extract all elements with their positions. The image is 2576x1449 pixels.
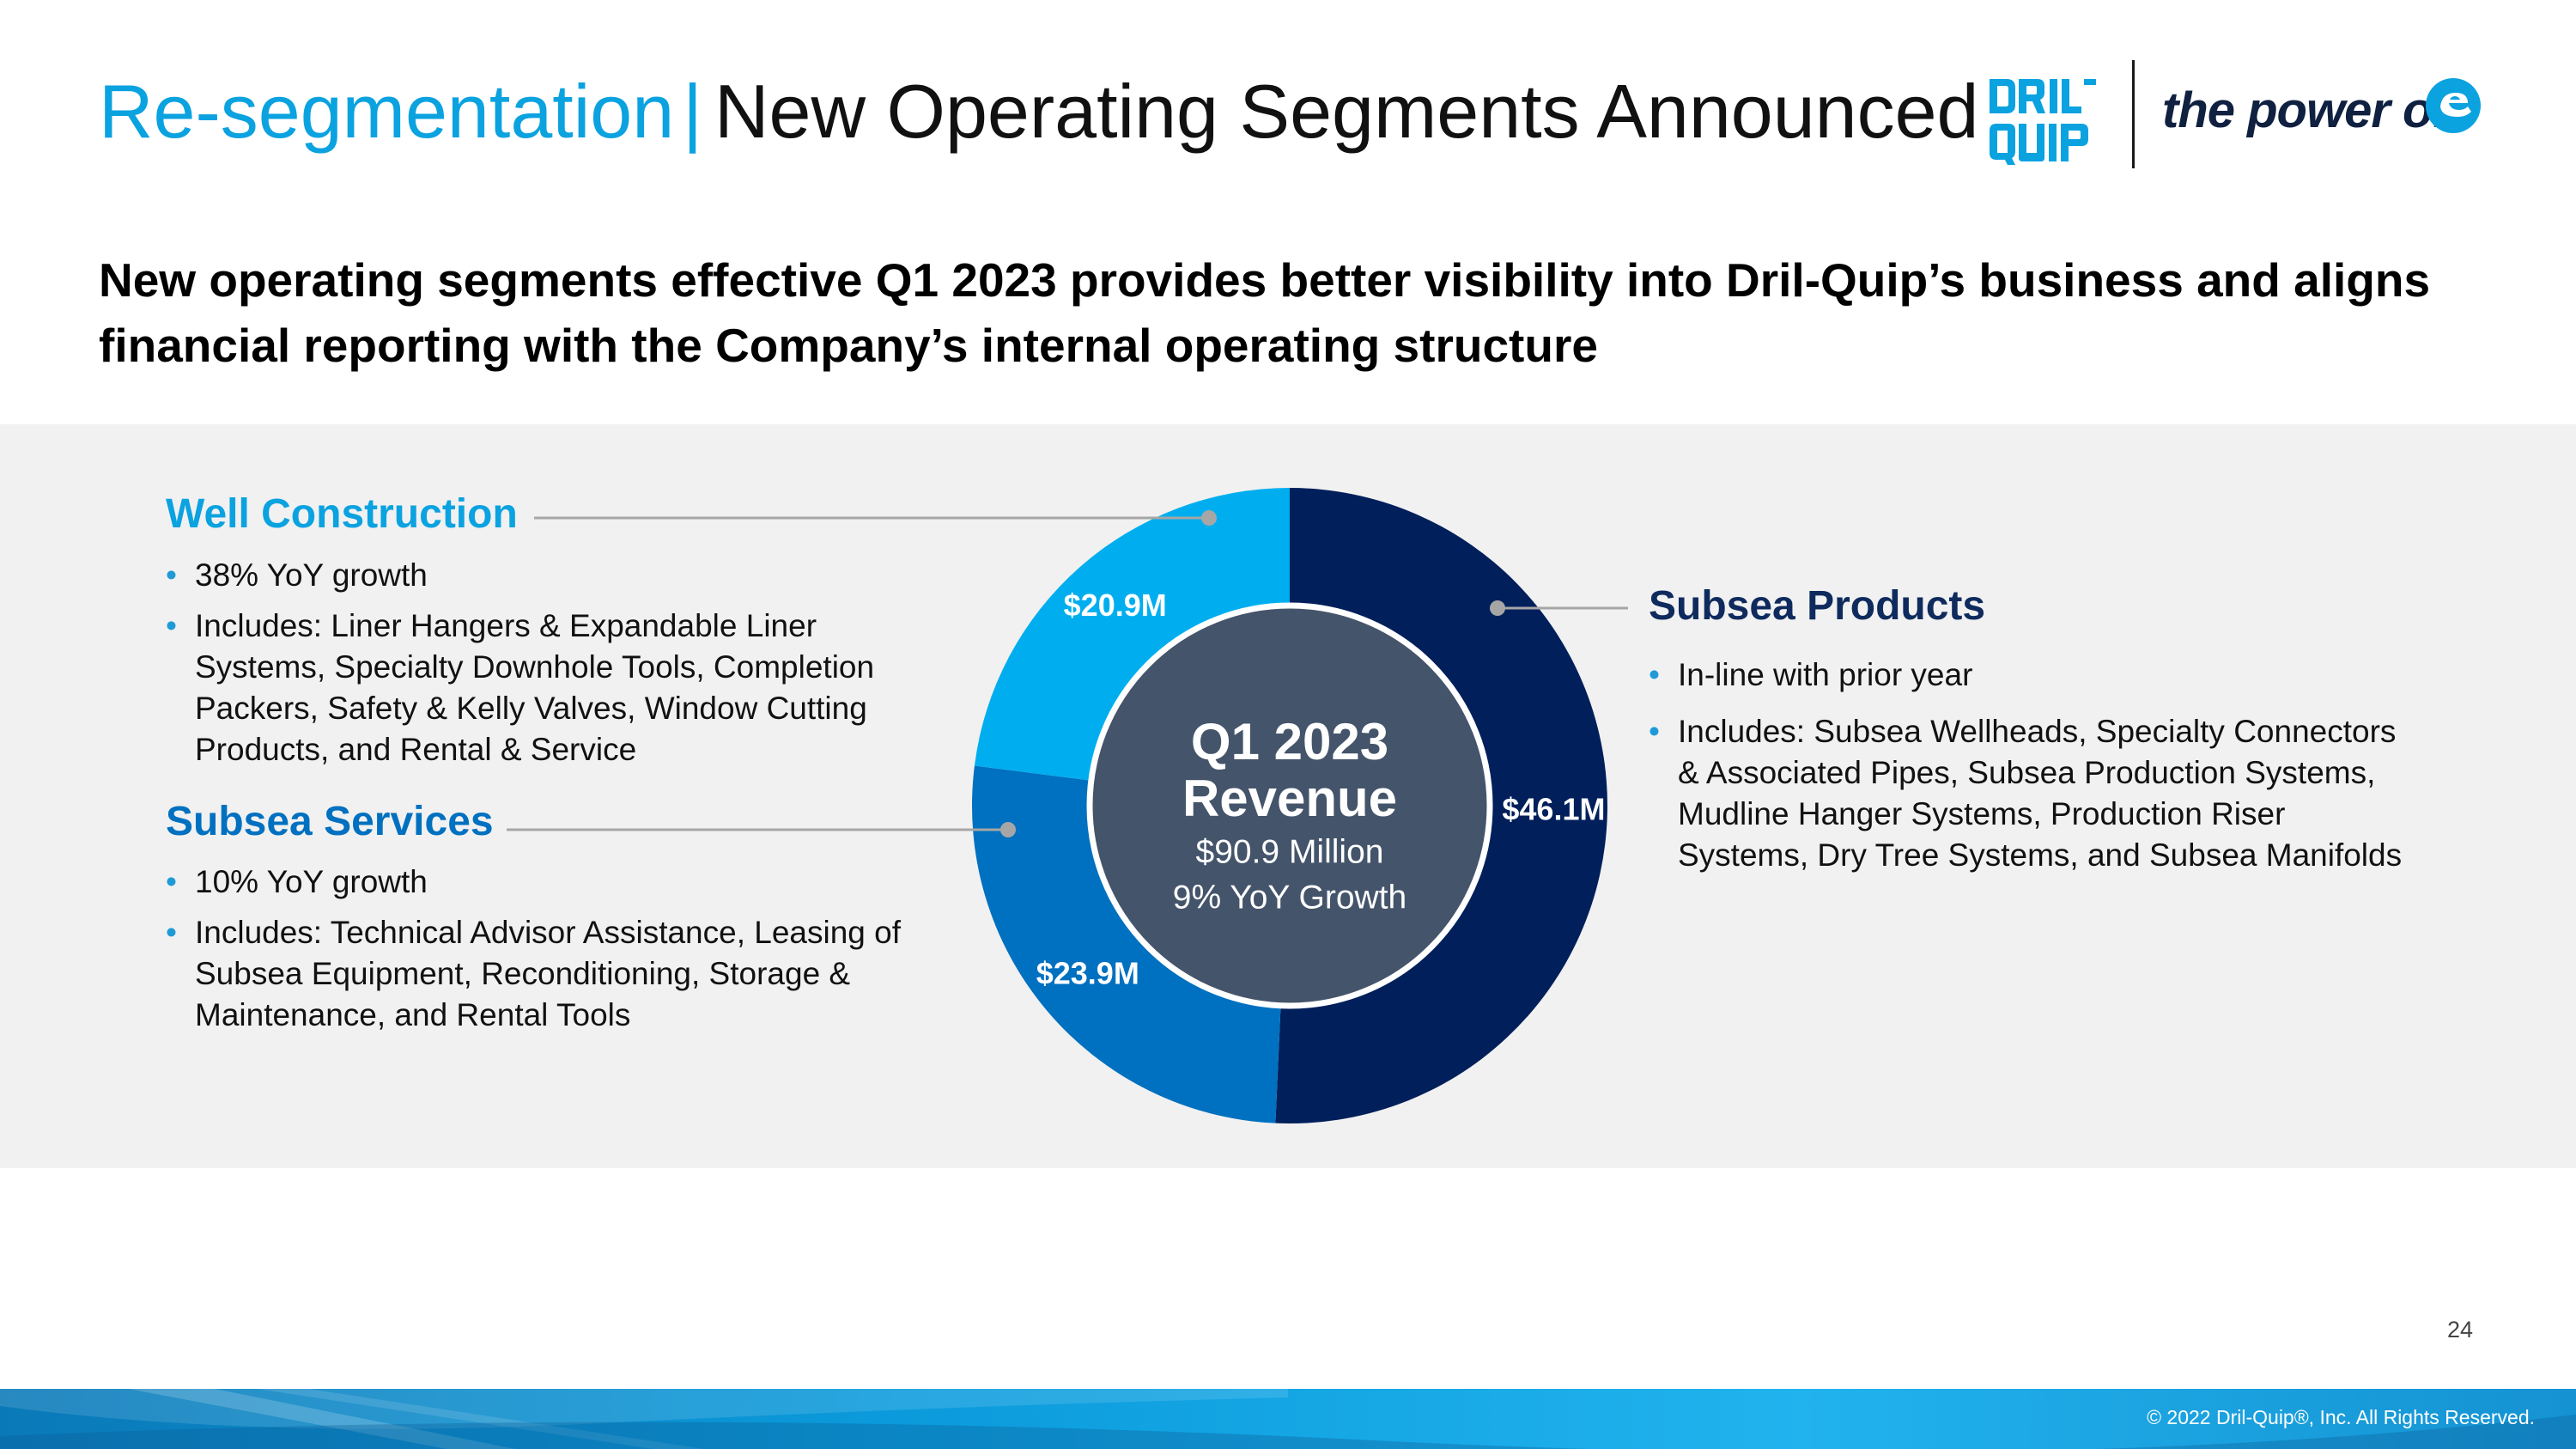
subsea-services-connector-dot: [1000, 822, 1016, 837]
bullet-icon: •: [166, 915, 177, 950]
subsea-services-title: Subsea Services: [166, 799, 494, 844]
bullet-icon: •: [1649, 714, 1660, 749]
center-label-period: Q1 2023: [1191, 713, 1388, 770]
list-item: • Includes: Subsea Wellheads, Specialty C…: [1649, 711, 2404, 876]
bullet-icon: •: [166, 608, 177, 643]
list-item: • 38% YoY growth: [166, 555, 921, 596]
logo-divider: [2132, 60, 2135, 168]
center-label-growth: 9% YoY Growth: [1173, 879, 1406, 916]
dril-quip-logo: [1990, 79, 2096, 165]
bullet-icon: •: [166, 557, 177, 593]
page-number: 24: [2447, 1317, 2474, 1342]
title-part2: New Operating Segments Announced: [714, 69, 1979, 154]
well-construction-title: Well Construction: [166, 491, 518, 537]
center-label-total: $90.9 Million: [1196, 833, 1384, 870]
copyright-text: © 2022 Dril-Quip®, Inc. All Rights Reser…: [2147, 1406, 2535, 1428]
slice-value-label: $46.1M: [1502, 791, 1605, 826]
subsea-services-bullets: • 10% YoY growth • Includes: Technical Adv…: [166, 861, 921, 1045]
bullet-icon: •: [1649, 657, 1660, 692]
slice-value-label: $23.9M: [1036, 956, 1139, 991]
slice-value-label: $20.9M: [1064, 588, 1167, 623]
well-construction-connector-dot: [1201, 510, 1217, 526]
page-title: Re-segmentation | New Operating Segments A…: [99, 60, 1979, 163]
donut-slice-subsea-services: [972, 765, 1281, 1123]
subsea-products-connector-dot: [1490, 600, 1505, 616]
slide-subtitle: New operating segments effective Q1 2023…: [99, 253, 2431, 372]
subsea-products-bullets: • In-line with prior year • Includes: Subs…: [1649, 654, 2404, 886]
footer-banner: [0, 1389, 2576, 1449]
e-logo-icon: [2426, 78, 2481, 133]
donut-slice-well-construction: [974, 488, 1290, 782]
bullet-icon: •: [166, 864, 177, 899]
list-item: • Includes: Liner Hangers & Expandable Li…: [166, 606, 921, 770]
well-construction-bullets: • 38% YoY growth • Includes: Liner Hangers…: [166, 555, 921, 780]
title-separator: |: [683, 69, 702, 154]
subsea-products-title: Subsea Products: [1649, 583, 1986, 629]
list-item: • In-line with prior year: [1649, 654, 2404, 696]
title-part1: Re-segmentation: [99, 69, 675, 154]
center-label-revenue: Revenue: [1182, 770, 1397, 827]
list-item: • Includes: Technical Advisor Assistance,…: [166, 912, 921, 1036]
donut-slice-subsea-products: [1275, 488, 1608, 1123]
donut-center-disc: [1086, 602, 1493, 1009]
list-item: • 10% YoY growth: [166, 861, 921, 903]
logo-tagline: the power of: [2162, 82, 2449, 138]
